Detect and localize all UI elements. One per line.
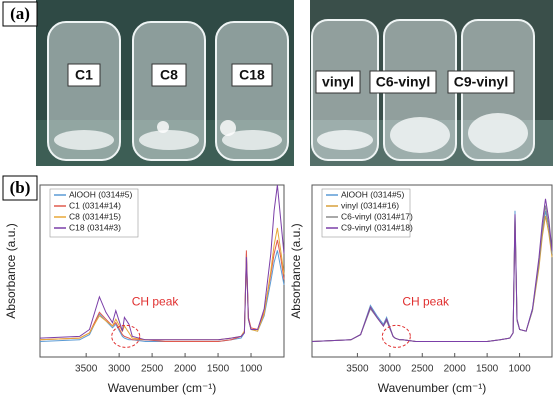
x-tick-label: 2500 <box>411 364 434 375</box>
legend-label: C8 (0314#15) <box>69 211 121 221</box>
x-tick-label: 3500 <box>346 364 369 375</box>
x-tick-label: 2000 <box>444 364 467 375</box>
photo-label: C8 <box>160 67 178 83</box>
legend-label: C18 (0314#3) <box>69 222 121 232</box>
x-tick-label: 3000 <box>379 364 402 375</box>
photo-label: C1 <box>75 67 93 83</box>
x-tick-label: 1500 <box>207 364 230 375</box>
annotation: CH peak <box>402 295 450 309</box>
legend-label: C1 (0314#14) <box>69 200 121 210</box>
panel-label: (a) <box>10 4 30 23</box>
photo-left: C1 C8 C18 <box>36 0 294 166</box>
y-axis-label: Absorbance (a.u.) <box>4 223 18 318</box>
x-tick-label: 3500 <box>75 364 98 375</box>
x-tick-label: 2000 <box>174 364 197 375</box>
panel-label: (b) <box>10 178 31 197</box>
legend-label: C9-vinyl (0314#18) <box>341 222 413 232</box>
x-tick-label: 3000 <box>108 364 131 375</box>
x-axis-label: Wavenumber (cm⁻¹) <box>378 381 487 395</box>
x-tick-label: 1500 <box>476 364 499 375</box>
annotation-ellipse <box>382 325 410 347</box>
annotation: CH peak <box>132 295 180 309</box>
legend-label: AlOOH (0314#5) <box>69 189 132 199</box>
legend-label: C6-vinyl (0314#17) <box>341 211 413 221</box>
photo-label: C18 <box>239 67 265 83</box>
y-axis-label: Absorbance (a.u.) <box>289 223 303 318</box>
photo-label: vinyl <box>322 74 354 90</box>
x-axis-label: Wavenumber (cm⁻¹) <box>108 381 217 395</box>
photo-label: C9-vinyl <box>454 74 508 90</box>
x-tick-label: 1000 <box>240 364 263 375</box>
legend-label: vinyl (0314#16) <box>341 200 399 210</box>
legend-label: AlOOH (0314#5) <box>341 189 404 199</box>
figure: C1 C8 C18 vinyl C6-vinyl C9-vinyl (a) (b… <box>0 0 553 401</box>
x-tick-label: 2500 <box>141 364 164 375</box>
photo-right: vinyl C6-vinyl C9-vinyl <box>310 0 553 166</box>
x-tick-label: 1000 <box>508 364 531 375</box>
photo-label: C6-vinyl <box>376 74 430 90</box>
